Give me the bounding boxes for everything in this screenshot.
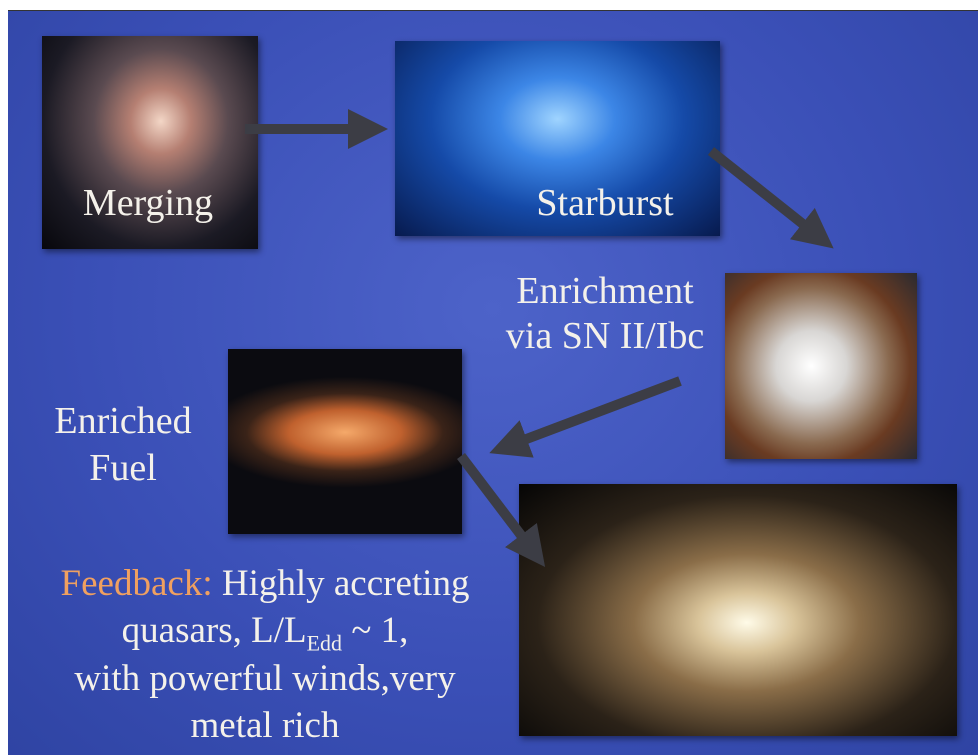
arrow — [461, 456, 533, 551]
text: ~ 1, — [342, 610, 408, 651]
label: Starburst — [536, 181, 673, 225]
feedback-line: with powerful winds,very — [74, 656, 455, 702]
feedback-label: Feedback: — [61, 563, 213, 604]
page: Merging Starburst Enrichment via SN II/I… — [0, 0, 978, 754]
feedback-line: metal rich — [191, 703, 340, 749]
label: Enriched — [54, 399, 191, 443]
label: via SN II/Ibc — [506, 314, 704, 358]
label: Enrichment — [516, 269, 693, 313]
label: Fuel — [89, 446, 157, 490]
text: Highly accreting — [222, 563, 470, 604]
arrow — [711, 151, 818, 236]
slide: Merging Starburst Enrichment via SN II/I… — [8, 10, 978, 755]
label: Merging — [83, 181, 213, 225]
subscript: Edd — [307, 630, 342, 655]
text: quasars, L/L — [122, 610, 307, 651]
arrow — [508, 381, 680, 446]
feedback-line: Feedback: Highly accreting — [61, 561, 470, 607]
